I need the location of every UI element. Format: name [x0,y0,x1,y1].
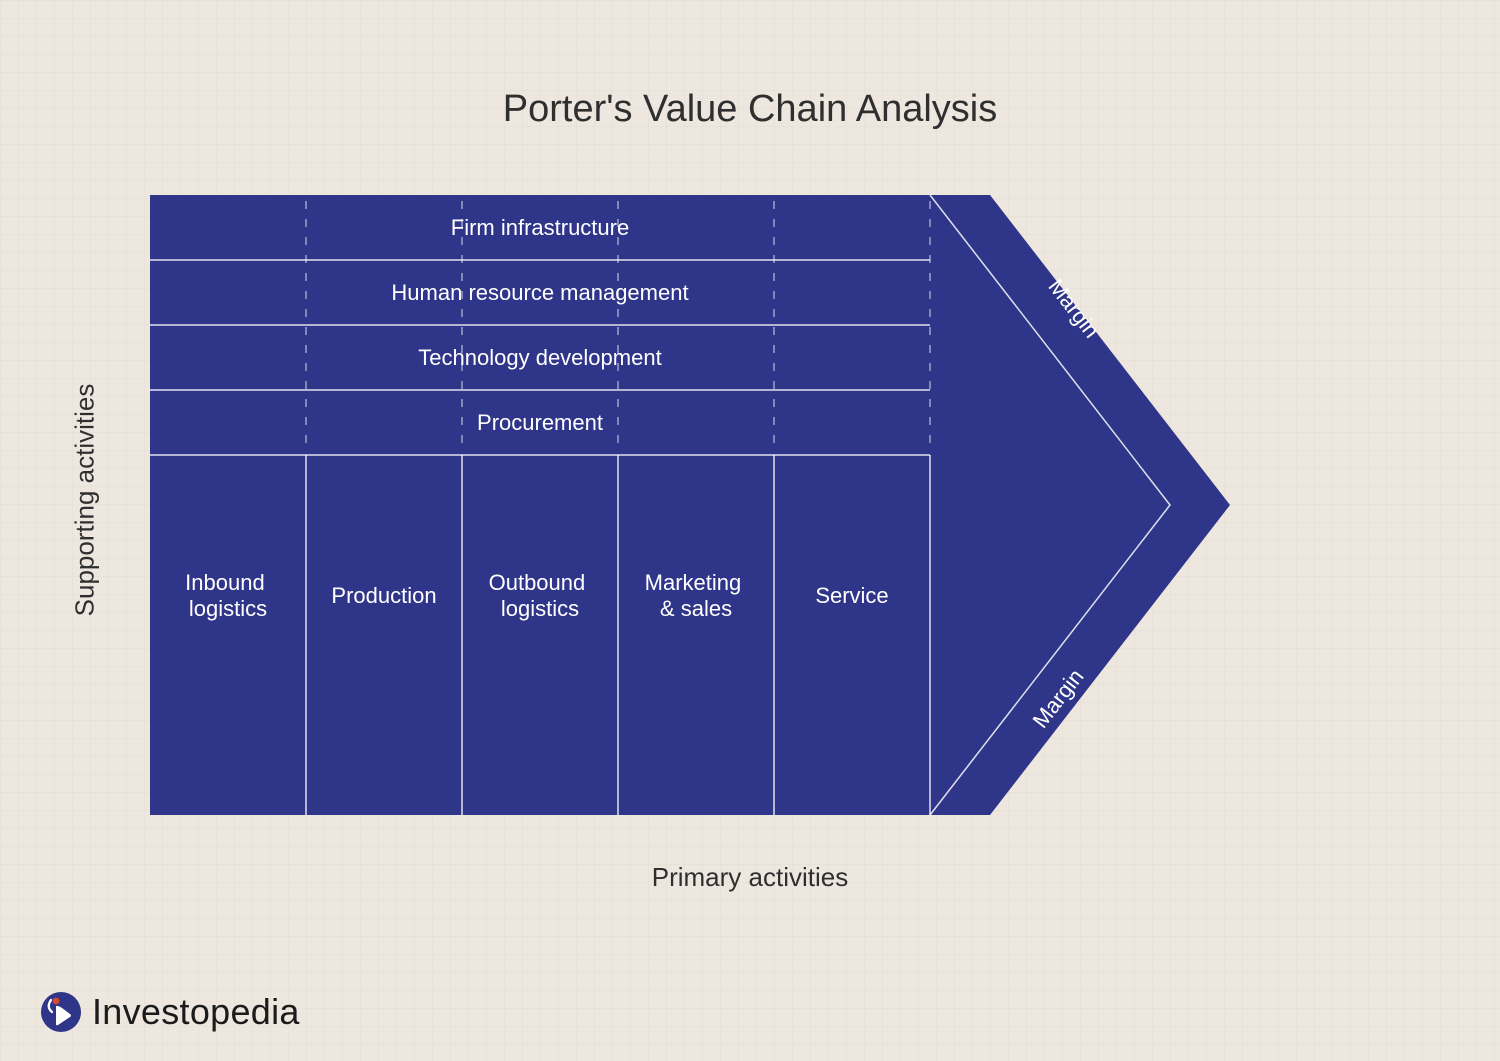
primary-col-label: Inbound logistics [185,570,271,621]
support-row-label: Firm infrastructure [451,215,629,240]
primary-col-label: Marketing & sales [645,570,748,621]
value-chain-diagram: Firm infrastructure Human resource manag… [150,195,1240,825]
support-row-label: Technology development [418,345,661,370]
support-row-label: Procurement [477,410,603,435]
support-row-label: Human resource management [391,280,688,305]
primary-col-label: Service [815,583,888,608]
primary-col-label: Outbound logistics [489,570,592,621]
primary-col-label: Production [331,583,436,608]
canvas: Porter's Value Chain Analysis Supporting… [0,0,1500,1061]
y-axis-label: Supporting activities [70,384,101,617]
brand-logo: Investopedia [40,991,300,1033]
brand-name: Investopedia [92,991,300,1033]
x-axis-label: Primary activities [0,862,1500,893]
investopedia-icon [40,991,82,1033]
diagram-title: Porter's Value Chain Analysis [0,88,1500,131]
